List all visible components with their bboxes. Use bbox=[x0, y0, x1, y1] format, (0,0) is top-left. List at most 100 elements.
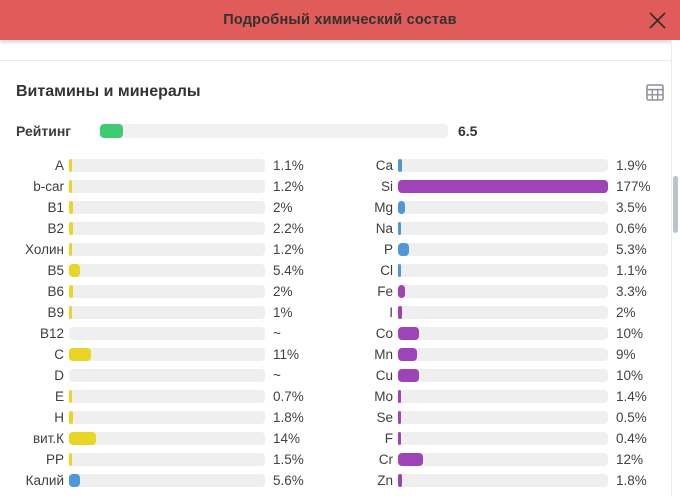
nutrient-bar-fill bbox=[398, 432, 401, 445]
nutrient-bar-fill bbox=[69, 390, 72, 403]
nutrient-value: 0.5% bbox=[616, 410, 647, 425]
nutrient-bar-fill bbox=[69, 411, 73, 424]
table-icon bbox=[646, 83, 664, 101]
nutrient-bar-track bbox=[69, 159, 265, 172]
close-button[interactable] bbox=[646, 9, 668, 31]
scrollbar-thumb[interactable] bbox=[673, 176, 678, 233]
nutrient-value: 1.4% bbox=[616, 389, 647, 404]
nutrient-label: H bbox=[54, 410, 64, 425]
section-title: Витамины и минералы bbox=[16, 83, 201, 100]
nutrient-bar-track bbox=[69, 432, 265, 445]
nutrient-bar-fill bbox=[398, 474, 402, 487]
nutrient-bar-track bbox=[398, 390, 608, 403]
nutrient-value: 1.1% bbox=[273, 158, 304, 173]
nutrient-bar-fill bbox=[398, 453, 424, 466]
nutrient-row: Fe 3.3% bbox=[359, 281, 664, 302]
nutrient-row: H 1.8% bbox=[16, 407, 321, 428]
nutrient-bar-fill bbox=[69, 243, 72, 256]
nutrient-bar-fill bbox=[69, 348, 91, 361]
nutrient-value: 9% bbox=[616, 347, 636, 362]
nutrient-row: A 1.1% bbox=[16, 155, 321, 176]
nutrient-label: Cl bbox=[380, 263, 393, 278]
nutrient-row: I 2% bbox=[359, 302, 664, 323]
nutrient-label: Fe bbox=[377, 284, 393, 299]
nutrient-row: Калий 5.6% bbox=[16, 470, 321, 491]
nutrient-bar-fill bbox=[398, 201, 406, 214]
nutrient-value: 2% bbox=[273, 200, 293, 215]
close-icon bbox=[648, 11, 666, 29]
section-divider bbox=[0, 60, 680, 61]
nutrient-bar-fill bbox=[398, 180, 608, 193]
nutrient-row: B5 5.4% bbox=[16, 260, 321, 281]
nutrient-label: P bbox=[383, 242, 393, 257]
nutrient-row: Co 10% bbox=[359, 323, 664, 344]
nutrient-bar-fill bbox=[398, 264, 401, 277]
nutrient-row: E 0.7% bbox=[16, 386, 321, 407]
nutrient-bar-track bbox=[69, 390, 265, 403]
nutrient-bar-track bbox=[398, 180, 608, 193]
nutrient-row: Ca 1.9% bbox=[359, 155, 664, 176]
nutrient-bar-fill bbox=[69, 453, 72, 466]
nutrient-value: 5.3% bbox=[616, 242, 647, 257]
nutrient-value: 177% bbox=[616, 179, 651, 194]
nutrient-bar-track bbox=[398, 432, 608, 445]
nutrient-row: Mn 9% bbox=[359, 344, 664, 365]
nutrient-label: B6 bbox=[47, 284, 64, 299]
section-head: Витамины и минералы bbox=[16, 81, 664, 103]
nutrient-columns: A 1.1% b-car 1.2% B1 2% B2 2.2% Холин 1.2% B5 5.4% B… bbox=[16, 155, 664, 491]
nutrient-bar-track bbox=[69, 453, 265, 466]
nutrient-bar-track bbox=[69, 222, 265, 235]
nutrient-row: Si 177% bbox=[359, 176, 664, 197]
nutrient-bar-track bbox=[398, 369, 608, 382]
nutrient-label: F bbox=[384, 431, 393, 446]
nutrient-value: 5.4% bbox=[273, 263, 304, 278]
nutrient-label: B9 bbox=[47, 305, 64, 320]
nutrient-value: 1% bbox=[273, 305, 293, 320]
nutrient-value: ~ bbox=[273, 326, 281, 341]
nutrient-bar-fill bbox=[398, 327, 419, 340]
nutrient-bar-track bbox=[398, 411, 608, 424]
nutrient-bar-fill bbox=[398, 348, 417, 361]
nutrient-label: Zn bbox=[377, 473, 393, 488]
nutrient-label: B1 bbox=[47, 200, 64, 215]
modal-header: Подробный химический состав bbox=[0, 0, 680, 40]
nutrient-value: 14% bbox=[273, 431, 301, 446]
nutrient-row: Cl 1.1% bbox=[359, 260, 664, 281]
rating-value: 6.5 bbox=[458, 123, 478, 139]
table-view-button[interactable] bbox=[646, 83, 664, 101]
nutrient-label: вит.К bbox=[32, 431, 64, 446]
nutrient-bar-fill bbox=[398, 243, 410, 256]
nutrient-bar-fill bbox=[398, 222, 401, 235]
nutrient-label: Cu bbox=[375, 368, 393, 383]
nutrient-value: 12% bbox=[616, 452, 644, 467]
nutrient-bar-fill bbox=[398, 390, 401, 403]
nutrient-label: Mg bbox=[374, 200, 393, 215]
nutrient-value: ~ bbox=[273, 368, 281, 383]
nutrient-value: 1.8% bbox=[273, 410, 304, 425]
nutrient-row: B1 2% bbox=[16, 197, 321, 218]
nutrient-bar-track bbox=[69, 411, 265, 424]
nutrient-bar-track bbox=[69, 243, 265, 256]
nutrient-row: B6 2% bbox=[16, 281, 321, 302]
nutrient-label: D bbox=[54, 368, 64, 383]
nutrient-label: PP bbox=[45, 452, 64, 467]
nutrient-label: Cr bbox=[378, 452, 393, 467]
scrollbar-track[interactable] bbox=[671, 40, 680, 496]
modal-title: Подробный химический состав bbox=[223, 12, 457, 28]
nutrient-value: 1.9% bbox=[616, 158, 647, 173]
nutrient-value: 0.4% bbox=[616, 431, 647, 446]
nutrient-value: 2.2% bbox=[273, 221, 304, 236]
nutrient-label: Холин bbox=[25, 242, 64, 257]
nutrient-label: Se bbox=[376, 410, 393, 425]
nutrient-bar-fill bbox=[398, 285, 405, 298]
nutrient-bar-fill bbox=[69, 474, 80, 487]
rating-label: Рейтинг bbox=[16, 123, 72, 139]
nutrient-value: 1.1% bbox=[616, 263, 647, 278]
rating-bar-fill bbox=[100, 124, 123, 138]
nutrient-bar-track bbox=[69, 264, 265, 277]
nutrient-row: C 11% bbox=[16, 344, 321, 365]
nutrient-bar-track bbox=[69, 348, 265, 361]
nutrient-bar-track bbox=[69, 327, 265, 340]
nutrient-bar-fill bbox=[69, 432, 97, 445]
nutrient-bar-track bbox=[69, 180, 265, 193]
